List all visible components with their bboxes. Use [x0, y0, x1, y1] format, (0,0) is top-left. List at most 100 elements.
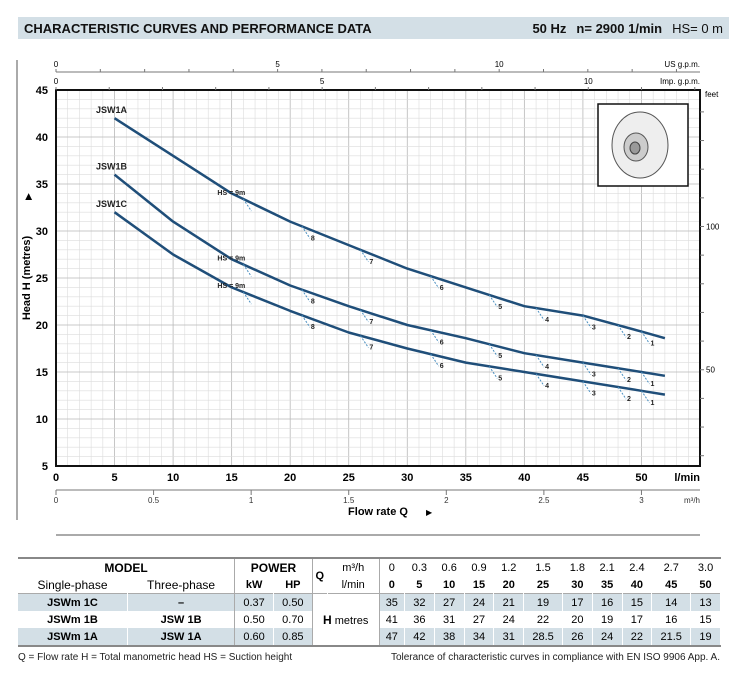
suction-mark-label: 6: [440, 339, 444, 346]
suction-mark-label: 4: [545, 364, 549, 371]
suction-mark-label: 5: [498, 375, 502, 382]
three-phase-model: –: [127, 593, 236, 611]
head-value: 19: [523, 593, 563, 611]
suction-mark-label: HS = 9m: [217, 190, 245, 197]
q-m3h: 3.0: [690, 558, 721, 576]
q-lmin: 45: [651, 576, 692, 594]
suction-mark-label: 7: [369, 345, 373, 352]
single-phase-model: JSWm 1B: [18, 611, 128, 628]
suction-mark-label: 8: [311, 299, 315, 306]
head-value: 17: [622, 611, 653, 628]
curve-label: JSW1C: [96, 199, 128, 209]
head-value: 27: [434, 593, 465, 611]
suction-mark-label: 5: [498, 353, 502, 360]
head-value: 31: [493, 628, 525, 646]
head-value: 21.5: [651, 628, 692, 646]
hp-heading: HP: [273, 576, 313, 594]
suction-mark: [617, 324, 627, 338]
arrow-icon: ▶: [23, 193, 33, 200]
suction-mark-label: 5: [498, 304, 502, 311]
q-m3h: 2.4: [622, 558, 653, 576]
feet-tick-label: 50: [706, 366, 715, 375]
page-title: CHARACTERISTIC CURVES AND PERFORMANCE DA…: [24, 20, 372, 36]
power-hp: 0.50: [273, 593, 313, 611]
q-m3h: 0.9: [464, 558, 495, 576]
m3h-tick-label: 1.5: [343, 496, 355, 505]
y-tick-label: 40: [36, 132, 48, 144]
y-tick-label: 30: [36, 226, 48, 238]
suction-mark: [488, 343, 498, 357]
x-tick-label: 10: [167, 472, 179, 484]
y-tick-label: 15: [36, 367, 48, 379]
suction-mark: [535, 307, 545, 321]
curve-jsw1c: [113, 211, 666, 396]
q-m3h: 0.3: [404, 558, 435, 576]
suction-mark-label: 8: [311, 235, 315, 242]
head-value: 16: [592, 593, 623, 611]
table-row: JSWm 1C – 0.37 0.50 H metres 35 32 27 24 21 19 1…: [18, 593, 721, 646]
head-value: 38: [434, 628, 465, 646]
h-metres-label: H metres: [312, 593, 380, 646]
m3h-tick-label: 2.5: [538, 496, 550, 505]
tolerance-note: Tolerance of characteristic curves in co…: [390, 652, 720, 663]
head-value: 41: [379, 611, 405, 628]
suction-mark: [360, 335, 369, 348]
three-phase-model: JSW 1B: [127, 611, 236, 628]
suction-mark-label: 7: [369, 319, 373, 326]
head-value: 24: [464, 593, 495, 611]
y-tick-label: 20: [36, 320, 48, 332]
q-lmin: 40: [622, 576, 653, 594]
m3h-tick-label: 0.5: [148, 496, 160, 505]
suction-mark-label: HS = 9m: [217, 255, 245, 262]
q-m3h: 2.1: [592, 558, 623, 576]
three-phase-model: JSW 1A: [127, 628, 236, 646]
head-value: 22: [523, 611, 563, 628]
suction-mark-label: 3: [592, 390, 596, 397]
m3h-tick-label: 0: [54, 496, 59, 505]
table-row: JSWm 1B JSW 1B 0.50 0.70 41 36 31 27 24 22 20 19…: [18, 611, 721, 628]
imp-gpm-tick-label: 0: [54, 77, 59, 86]
q-m3h: 2.7: [651, 558, 692, 576]
us-gpm-unit-label: US g.p.m.: [664, 60, 700, 69]
header-bar: CHARACTERISTIC CURVES AND PERFORMANCE DA…: [18, 17, 729, 39]
head-value: 22: [622, 628, 653, 646]
x-tick-label: 40: [518, 472, 530, 484]
head-value: 34: [464, 628, 495, 646]
head-value: 47: [379, 628, 405, 646]
suction-mark: [535, 354, 545, 368]
suction-mark-label: 1: [650, 381, 654, 388]
plot-frame: [55, 89, 701, 467]
x-tick-label: 20: [284, 472, 296, 484]
head-value: 15: [690, 611, 721, 628]
suction-mark-label: HS = 9m: [217, 283, 245, 290]
us-gpm-tick-label: 10: [495, 60, 504, 69]
curve-jsw1a: [113, 117, 666, 340]
suction-mark-label: 2: [627, 396, 631, 403]
suction-mark-label: 7: [369, 259, 373, 266]
conditions: 50 Hz n= 2900 1/min HS= 0 m: [522, 21, 723, 36]
y-tick-label: 10: [36, 414, 48, 426]
suction-mark: [641, 390, 650, 404]
x-tick-label: 5: [111, 472, 117, 484]
y-tick-label: 45: [36, 85, 48, 97]
suction-height: HS= 0 m: [672, 20, 723, 36]
arrow-icon: ▶: [426, 508, 433, 517]
x-tick-label: 50: [635, 472, 647, 484]
m3h-tick-label: 3: [639, 496, 644, 505]
performance-table: MODEL POWER Q m³/h 0 0.3 0.6 0.9 1.2 1.5 1.8 2.…: [18, 557, 721, 647]
q-lmin: 35: [592, 576, 623, 594]
x-tick-label: 30: [401, 472, 413, 484]
suction-mark: [360, 249, 369, 263]
imp-gpm-unit-label: Imp. g.p.m.: [660, 77, 700, 86]
y-tick-label: 35: [36, 179, 48, 191]
head-value: 42: [404, 628, 435, 646]
head-value: 14: [651, 593, 692, 611]
head-value: 16: [651, 611, 692, 628]
imp-gpm-tick-label: 10: [584, 77, 593, 86]
q-lmin: 10: [434, 576, 465, 594]
suction-mark-label: 3: [592, 372, 596, 379]
y-axis-label: Head H (metres): [21, 235, 33, 320]
suction-mark-label: 4: [545, 383, 549, 390]
m3h-unit-label: m³/h: [684, 496, 700, 505]
table-row: JSWm 1A JSW 1A 0.60 0.85 47 42 38 34 31 28.5 26…: [18, 628, 721, 646]
